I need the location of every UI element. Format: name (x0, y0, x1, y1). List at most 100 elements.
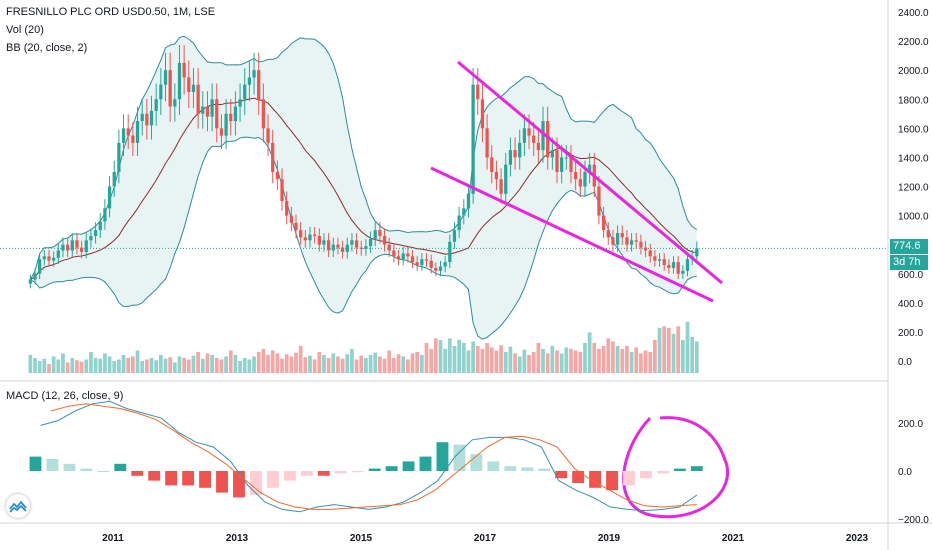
candle-body[interactable] (243, 84, 247, 100)
candle-body[interactable] (42, 256, 46, 260)
candle-body[interactable] (163, 70, 168, 85)
candle-body[interactable] (313, 234, 317, 236)
candle-body[interactable] (527, 128, 531, 136)
candle-body[interactable] (350, 240, 354, 245)
wedge-lower-trendline[interactable] (430, 166, 714, 303)
candle-body[interactable] (354, 240, 359, 248)
candle-body[interactable] (56, 250, 60, 258)
candle-body[interactable] (224, 113, 228, 136)
candle-body[interactable] (299, 230, 303, 238)
candle-body[interactable] (695, 248, 699, 257)
candle-body[interactable] (70, 240, 74, 251)
candle-body[interactable] (93, 230, 98, 236)
candle-body[interactable] (257, 70, 261, 100)
candle-body[interactable] (681, 270, 685, 274)
candle-body[interactable] (415, 262, 419, 266)
candle-body[interactable] (373, 230, 377, 239)
candle-body[interactable] (485, 128, 489, 158)
candle-body[interactable] (112, 171, 116, 187)
candle-body[interactable] (424, 259, 429, 261)
candle-body[interactable] (480, 99, 485, 129)
candle-body[interactable] (345, 244, 349, 252)
candle-body[interactable] (574, 171, 578, 180)
candle-body[interactable] (597, 186, 601, 216)
candle-body[interactable] (303, 237, 307, 241)
candle-body[interactable] (168, 70, 172, 107)
candle-body[interactable] (462, 208, 466, 216)
candle-body[interactable] (499, 179, 503, 194)
candle-body[interactable] (107, 186, 112, 209)
candle-body[interactable] (182, 62, 186, 78)
macd-legend[interactable]: MACD (12, 26, close, 9) (6, 390, 124, 402)
wedge-upper-trendline[interactable] (457, 60, 723, 285)
candle-body[interactable] (546, 121, 550, 158)
candle-body[interactable] (578, 179, 582, 187)
candle-body[interactable] (676, 262, 680, 274)
candle-body[interactable] (536, 142, 540, 151)
candle-body[interactable] (117, 142, 121, 172)
candle-body[interactable] (65, 244, 70, 251)
candle-body[interactable] (89, 235, 93, 241)
candle-body[interactable] (140, 113, 144, 122)
candle-body[interactable] (317, 235, 321, 245)
candle-body[interactable] (340, 247, 345, 252)
candle-body[interactable] (387, 244, 391, 251)
candle-body[interactable] (504, 164, 508, 194)
candle-body[interactable] (79, 247, 84, 252)
candle-body[interactable] (98, 221, 102, 231)
candle-body[interactable] (154, 99, 158, 111)
candle-body[interactable] (131, 135, 135, 143)
candle-body[interactable] (639, 241, 643, 248)
candle-body[interactable] (378, 230, 382, 236)
macd-circle-annotation[interactable] (622, 416, 729, 519)
candle-body[interactable] (550, 150, 554, 158)
candle-body[interactable] (643, 247, 648, 251)
candle-body[interactable] (653, 256, 657, 261)
candle-body[interactable] (196, 84, 200, 114)
candlesticks[interactable] (0, 45, 888, 289)
candle-body[interactable] (33, 273, 37, 280)
candle-body[interactable] (28, 279, 32, 284)
candle-body[interactable] (667, 265, 671, 268)
candle-body[interactable] (84, 240, 88, 252)
candle-body[interactable] (494, 171, 499, 180)
candle-body[interactable] (448, 241, 452, 263)
candle-body[interactable] (219, 128, 224, 136)
candle-body[interactable] (625, 237, 629, 245)
candle-body[interactable] (513, 150, 517, 158)
candle-body[interactable] (229, 113, 233, 122)
candle-body[interactable] (588, 164, 592, 172)
candle-body[interactable] (611, 237, 615, 245)
candle-body[interactable] (392, 250, 396, 257)
candle-body[interactable] (438, 266, 443, 271)
candle-body[interactable] (145, 113, 149, 126)
candle-body[interactable] (285, 201, 289, 216)
candle-body[interactable] (569, 157, 573, 172)
candle-body[interactable] (149, 110, 154, 126)
candle-body[interactable] (508, 150, 513, 165)
candle-body[interactable] (210, 99, 214, 117)
candle-body[interactable] (173, 99, 177, 107)
candle-body[interactable] (541, 121, 545, 151)
candle-body[interactable] (476, 84, 480, 100)
candle-body[interactable] (410, 256, 415, 263)
candle-body[interactable] (518, 142, 522, 158)
candle-body[interactable] (671, 262, 676, 268)
candle-body[interactable] (443, 262, 447, 267)
candle-body[interactable] (61, 244, 65, 251)
candle-body[interactable] (191, 84, 196, 92)
candle-body[interactable] (606, 230, 610, 238)
candle-body[interactable] (662, 259, 666, 266)
candle-body[interactable] (364, 246, 368, 250)
candle-body[interactable] (215, 99, 219, 129)
candle-body[interactable] (238, 99, 242, 107)
candle-body[interactable] (247, 77, 252, 85)
candle-body[interactable] (159, 84, 163, 100)
candle-body[interactable] (634, 240, 638, 242)
candle-body[interactable] (601, 215, 606, 231)
candle-body[interactable] (201, 106, 205, 114)
candle-body[interactable] (620, 233, 624, 238)
candle-body[interactable] (457, 215, 461, 231)
candle-body[interactable] (560, 157, 564, 172)
candle-body[interactable] (452, 230, 457, 242)
